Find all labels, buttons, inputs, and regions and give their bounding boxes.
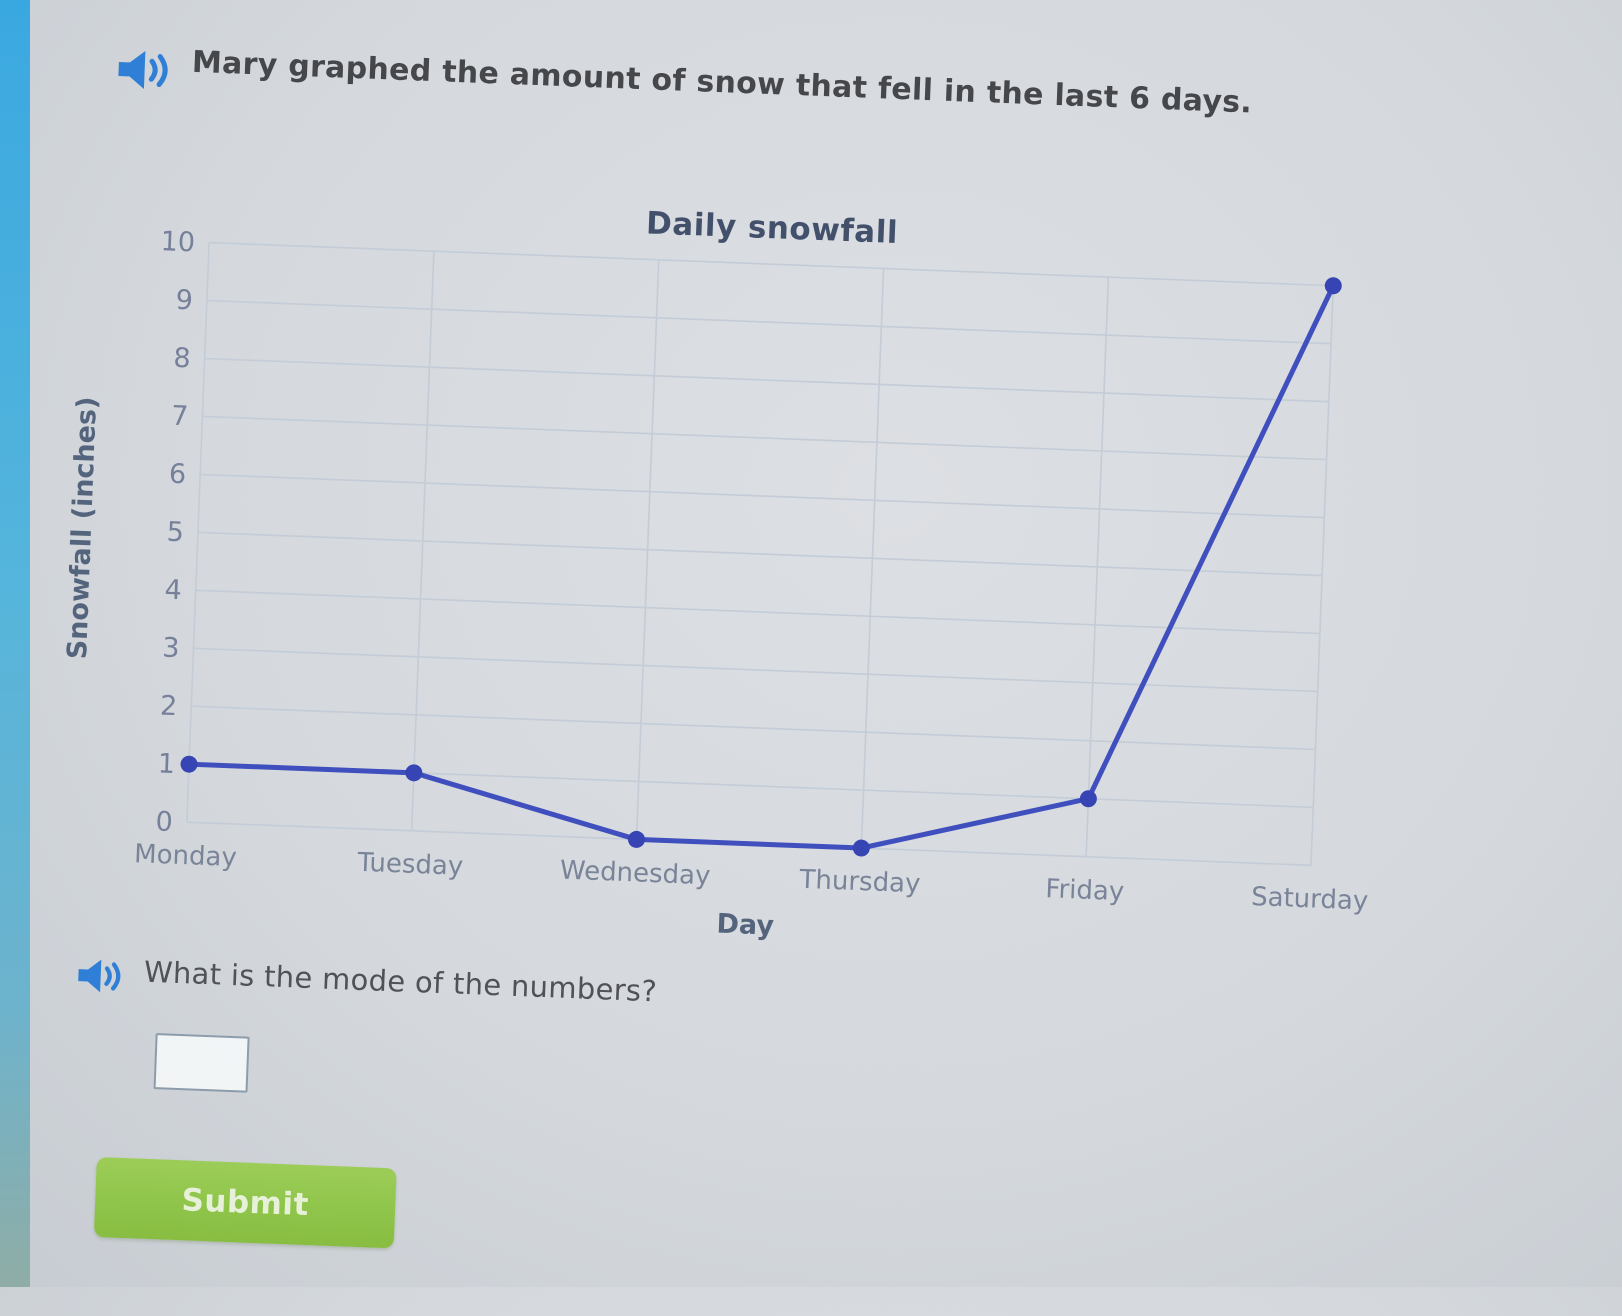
data-point (1324, 277, 1342, 295)
h-gridline (191, 705, 1316, 751)
chart-title: Daily snowfall (645, 205, 898, 251)
screen-edge-strip (0, 0, 30, 1287)
y-tick-label: 5 (166, 517, 184, 549)
snowfall-series (180, 277, 1342, 857)
x-axis-category-labels: Monday Tuesday Wednesday Thursday Friday Satu… (134, 839, 1369, 916)
question-audio-button[interactable] (75, 954, 125, 998)
snowfall-line (186, 283, 1336, 851)
y-tick-label: 1 (157, 748, 175, 780)
y-tick-label: 3 (162, 633, 180, 665)
x-tick-label: Tuesday (356, 848, 464, 882)
y-tick-label: 4 (164, 575, 182, 607)
y-axis-tick-labels: 0 1 2 3 4 5 6 7 8 9 10 (155, 226, 196, 838)
v-gridline (410, 251, 435, 831)
h-gridline (200, 473, 1325, 519)
prompt-audio-button[interactable] (115, 45, 173, 95)
prompt-row: Mary graphed the amount of snow that fel… (115, 41, 1253, 137)
y-axis-title: Snowfall (inches) (62, 396, 103, 660)
data-point (627, 830, 645, 848)
y-tick-label: 7 (171, 401, 189, 433)
x-tick-label: Friday (1045, 874, 1125, 907)
v-gridline (635, 259, 660, 840)
submit-button[interactable]: Submit (93, 1156, 397, 1249)
question-text: What is the mode of the numbers? (143, 954, 658, 1009)
h-gridline (202, 415, 1327, 461)
y-tick-label: 10 (160, 226, 196, 258)
x-tick-label: Saturday (1251, 882, 1369, 916)
h-gridline (197, 531, 1323, 577)
speaker-icon (78, 959, 121, 993)
data-point (1079, 790, 1097, 808)
chart-grid (186, 241, 1335, 867)
y-tick-label: 2 (159, 690, 177, 722)
data-point (852, 839, 870, 857)
x-tick-label: Monday (134, 839, 238, 873)
daily-snowfall-line-chart: Daily snowfall Snowfall (inches) Day 0 1 2… (62, 205, 1369, 942)
y-tick-label: 9 (175, 285, 193, 317)
prompt-text: Mary graphed the amount of snow that fel… (191, 44, 1253, 121)
h-gridline (209, 241, 1334, 287)
h-gridline (206, 299, 1332, 345)
v-gridline (1085, 277, 1110, 857)
y-tick-label: 8 (173, 343, 191, 375)
v-gridline (860, 268, 885, 849)
h-gridline (193, 647, 1318, 693)
answer-input[interactable] (153, 1033, 250, 1093)
y-tick-label: 6 (168, 459, 186, 491)
y-tick-label: 0 (155, 806, 173, 838)
h-gridline (195, 589, 1320, 635)
x-tick-label: Thursday (798, 865, 921, 900)
data-point (405, 764, 423, 782)
v-gridline (186, 242, 210, 823)
data-point (180, 755, 198, 773)
v-gridline (1310, 285, 1335, 866)
x-axis-title: Day (716, 909, 775, 942)
question-row: What is the mode of the numbers? (75, 952, 658, 1018)
speaker-icon (118, 50, 168, 89)
exercise-page: Mary graphed the amount of snow that fel… (35, 0, 1563, 1316)
h-gridline (204, 357, 1329, 403)
x-tick-label: Wednesday (559, 856, 711, 892)
